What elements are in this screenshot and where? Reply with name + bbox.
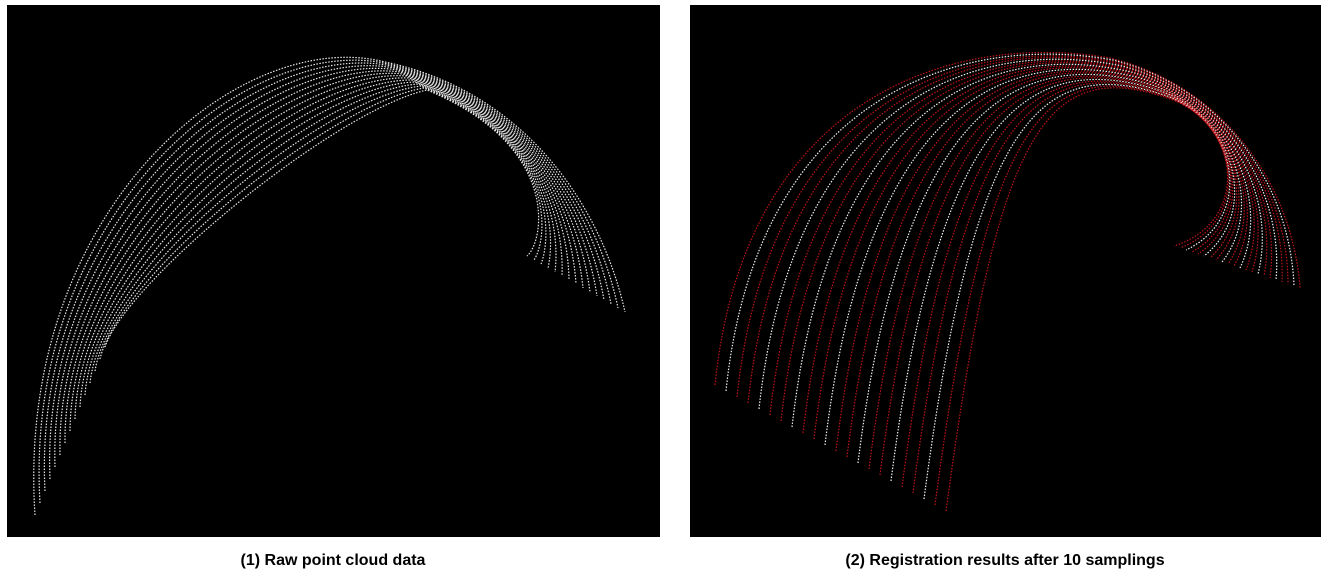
caption: (2) Registration results after 10 sampli…: [845, 552, 1164, 569]
figure: (1) Raw point cloud data (2) Registratio…: [0, 0, 1329, 576]
registration-view: [690, 5, 1321, 537]
caption: (1) Raw point cloud data: [241, 552, 426, 569]
